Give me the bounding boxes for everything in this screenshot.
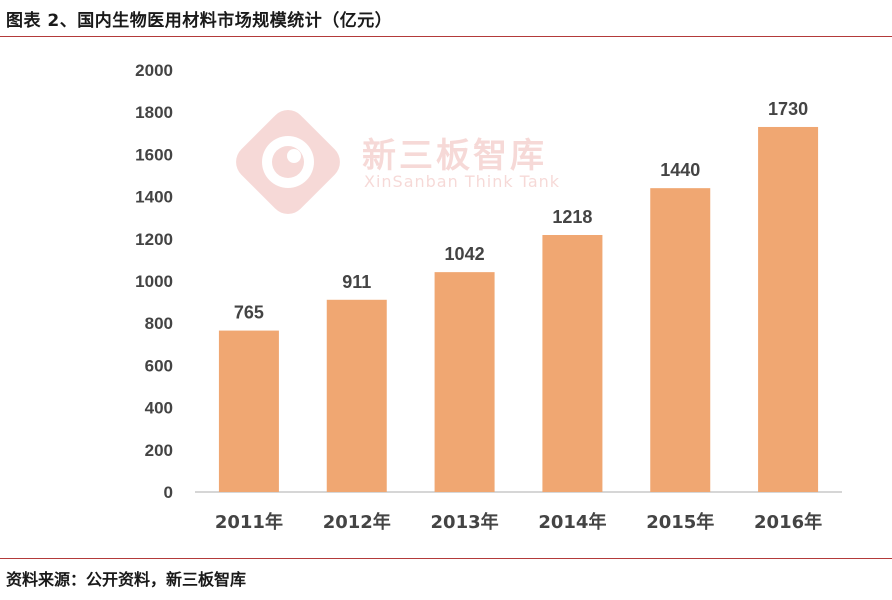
- bar: [326, 299, 387, 492]
- bar: [758, 126, 819, 492]
- y-tick-label: 400: [145, 399, 173, 418]
- y-tick-label: 1200: [135, 230, 173, 249]
- bar: [434, 272, 495, 492]
- bar: [542, 235, 603, 492]
- y-tick-label: 1400: [135, 188, 173, 207]
- y-tick-label: 600: [145, 356, 173, 375]
- x-tick-label: 2015年: [646, 511, 714, 533]
- y-tick-label: 800: [145, 314, 173, 333]
- y-tick-label: 0: [164, 483, 173, 502]
- bar: [218, 330, 279, 492]
- bar: [650, 188, 711, 492]
- y-tick-label: 2000: [135, 61, 173, 80]
- data-label: 911: [342, 272, 371, 292]
- chart-container: 0 200 400 600 800 1000 1200 1400 1600 1800 2000 765…: [0, 40, 892, 552]
- header-divider: [0, 36, 892, 37]
- figure-title: 图表 2、国内生物医用材料市场规模统计（亿元）: [6, 11, 393, 31]
- bar-chart: 0 200 400 600 800 1000 1200 1400 1600 1800 2000 765…: [135, 61, 842, 533]
- x-tick-label: 2016年: [754, 511, 822, 533]
- data-label: 1730: [768, 99, 808, 119]
- y-tick-label: 1800: [135, 103, 173, 122]
- data-label: 765: [234, 303, 264, 323]
- y-tick-label: 200: [145, 441, 173, 460]
- x-tick-label: 2011年: [215, 511, 283, 533]
- source-note: 资料来源：公开资料，新三板智库: [6, 570, 247, 589]
- data-label: 1218: [552, 207, 592, 227]
- y-tick-label: 1000: [135, 272, 173, 291]
- data-label: 1042: [445, 244, 485, 264]
- y-tick-label: 1600: [135, 145, 173, 164]
- data-label: 1440: [660, 160, 700, 180]
- x-tick-label: 2014年: [538, 511, 606, 533]
- footer-divider: [0, 558, 892, 559]
- x-tick-label: 2012年: [323, 511, 391, 533]
- figure-header: 图表 2、国内生物医用材料市场规模统计（亿元）: [0, 0, 892, 36]
- x-tick-label: 2013年: [431, 511, 499, 533]
